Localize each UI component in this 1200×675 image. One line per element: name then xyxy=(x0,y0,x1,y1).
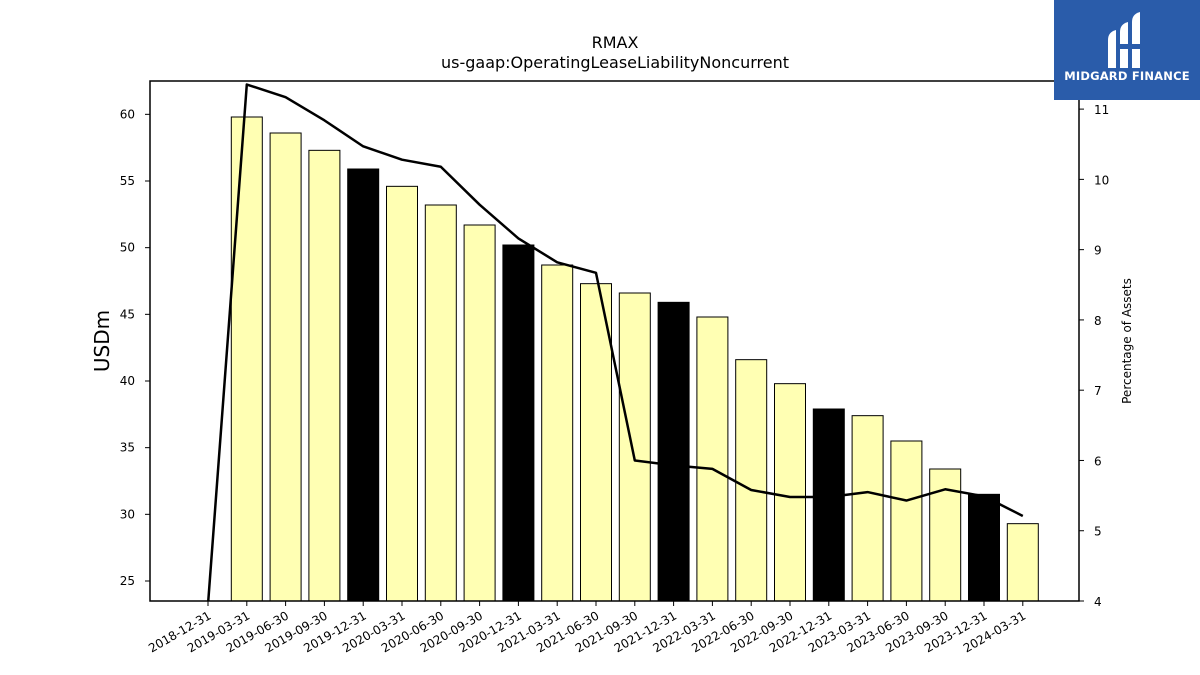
logo-icon xyxy=(1108,12,1140,68)
bar-2024-03-31 xyxy=(1006,523,1039,602)
plot-frame xyxy=(149,80,1080,602)
chart-title: RMAX xyxy=(592,33,639,52)
chart-subtitle: us-gaap:OperatingLeaseLiabilityNoncurren… xyxy=(441,53,789,72)
y2-tick-label-9: 9 xyxy=(1094,244,1102,258)
y-axis-left: 25 30 35 40 45 50 55 60 xyxy=(120,107,150,588)
bar-2021-09-30 xyxy=(618,292,651,602)
line-layer xyxy=(207,83,1024,601)
bar-2023-12-31 xyxy=(968,493,1000,602)
bar-2021-12-31 xyxy=(657,301,690,602)
y2-tick-label-5: 5 xyxy=(1094,525,1102,539)
bar-2020-06-30 xyxy=(424,204,457,602)
y-tick-label-40: 40 xyxy=(120,374,135,388)
y-tick-label-35: 35 xyxy=(120,441,135,455)
y-tick-label-60: 60 xyxy=(120,107,135,121)
bar-2019-06-30 xyxy=(269,132,302,602)
bar-2021-06-30 xyxy=(580,283,612,602)
bar-2022-12-31 xyxy=(812,408,845,602)
y2-tick-label-7: 7 xyxy=(1094,384,1102,398)
y-tick-label-55: 55 xyxy=(120,174,135,188)
y-axis-label: USDm xyxy=(90,310,114,372)
y2-tick-label-4: 4 xyxy=(1094,595,1102,609)
bar-2022-09-30 xyxy=(774,383,806,602)
y2-tick-label-11: 11 xyxy=(1094,103,1109,117)
x-axis: 2018-12-312019-03-312019-06-302019-09-30… xyxy=(146,601,1028,655)
bar-2022-06-30 xyxy=(735,359,768,602)
bar-2020-03-31 xyxy=(386,185,418,602)
y-tick-label-25: 25 xyxy=(120,574,135,588)
brand-logo: MIDGARD FINANCE xyxy=(1054,0,1200,100)
bar-2021-03-31 xyxy=(541,264,574,602)
bar-2019-12-31 xyxy=(347,168,380,602)
bar-2020-12-31 xyxy=(502,244,535,602)
y-tick-label-45: 45 xyxy=(120,307,135,321)
y2-tick-label-6: 6 xyxy=(1094,454,1102,468)
bar-2019-03-31 xyxy=(230,116,263,602)
y-axis-right: 4 5 6 7 8 9 10 11 xyxy=(1079,103,1109,609)
line-series xyxy=(207,83,1024,601)
bar-2019-09-30 xyxy=(308,149,341,602)
y2-tick-label-10: 10 xyxy=(1094,173,1109,187)
brand-name: MIDGARD FINANCE xyxy=(1064,69,1190,83)
y2-axis-label: Percentage of Assets xyxy=(1120,278,1134,404)
bar-2022-03-31 xyxy=(696,316,729,602)
bars-layer xyxy=(230,116,1039,602)
bar-2023-06-30 xyxy=(890,440,923,602)
y-tick-label-30: 30 xyxy=(120,507,135,521)
y-tick-label-50: 50 xyxy=(120,241,135,255)
y2-tick-label-8: 8 xyxy=(1094,314,1102,328)
bar-2023-03-31 xyxy=(851,415,884,602)
bar-2020-09-30 xyxy=(463,224,496,602)
